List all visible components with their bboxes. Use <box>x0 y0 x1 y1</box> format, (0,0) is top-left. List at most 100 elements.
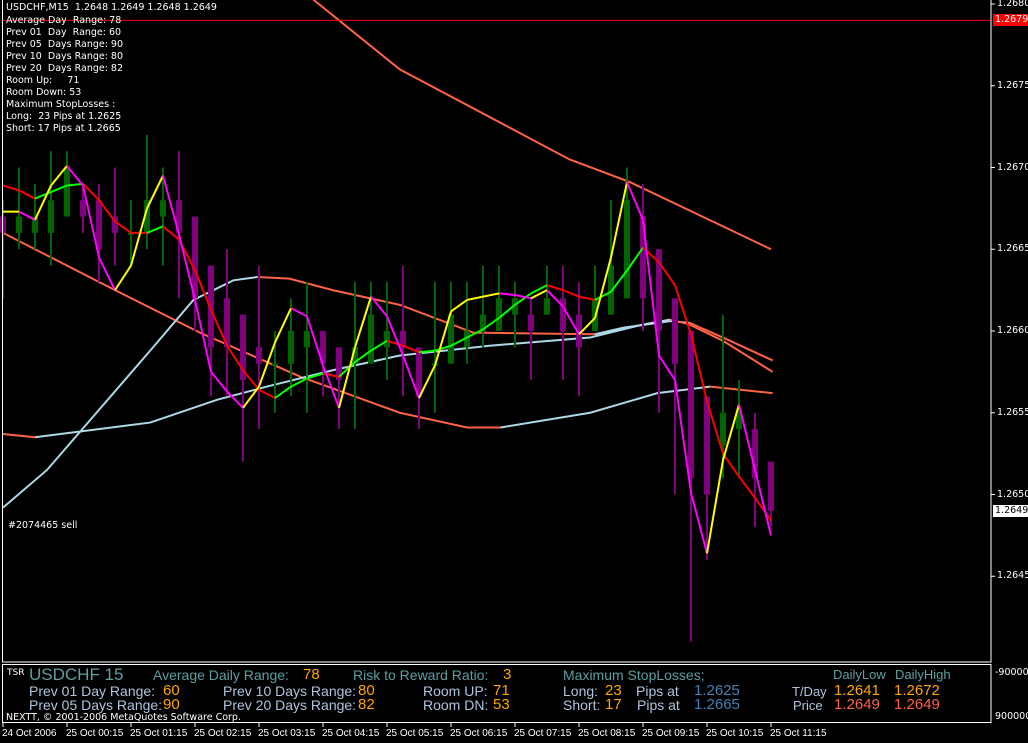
candle-body <box>416 347 422 397</box>
room-up-value: 71 <box>493 682 510 699</box>
time-tick-label: 25 Oct 11:15 <box>770 728 827 739</box>
daily-low-header: DailyLow <box>833 667 886 682</box>
zigzag-segment <box>402 355 420 399</box>
time-tick-label: 25 Oct 09:15 <box>642 728 700 739</box>
candle <box>288 298 294 397</box>
ma-segment <box>18 189 36 200</box>
candle <box>384 281 390 381</box>
copyright-text: NEXTT, © 2001-2006 MetaQuotes Software C… <box>6 712 241 723</box>
candle-body <box>64 167 70 217</box>
zigzag-segment <box>482 292 500 298</box>
band-line-0 <box>312 0 772 251</box>
info-line-room-down: Room Down: 53 <box>6 87 82 98</box>
candle-body <box>576 314 582 348</box>
ma-segment <box>578 295 596 301</box>
candle-body <box>528 314 534 331</box>
ma-segment <box>658 261 676 286</box>
candle-body <box>368 314 374 364</box>
info-line-long: Long: 23 Pips at 1.2625 <box>6 111 122 122</box>
zigzag-segment <box>290 307 308 318</box>
zigzag-segment <box>738 404 756 471</box>
candle <box>304 281 310 413</box>
candle <box>336 347 342 430</box>
price-axis-ticks <box>991 3 995 577</box>
candle-body <box>384 331 390 348</box>
candle-body <box>640 216 646 299</box>
zigzag-segment <box>274 307 292 343</box>
time-tick-label: 25 Oct 02:15 <box>194 728 252 739</box>
chart-header: USDCHF,M15 1.2648 1.2649 1.2648 1.2649 <box>6 2 217 13</box>
time-tick-label: 25 Oct 01:15 <box>130 728 188 739</box>
ma-segment <box>258 388 276 399</box>
prev01-label: Prev 01 Day Range: <box>29 683 156 699</box>
price-tick-label: 1.2660 <box>997 325 1028 336</box>
zigzag-segment <box>722 404 740 461</box>
ma-segment <box>610 269 628 293</box>
time-tick-label: 25 Oct 10:15 <box>706 728 764 739</box>
zigzag-line <box>3 165 772 554</box>
zigzag-segment <box>210 371 228 393</box>
order-label[interactable]: #2074465 sell <box>8 520 78 531</box>
zigzag-segment <box>754 469 772 536</box>
candle-body <box>208 265 214 348</box>
prev05-value: 90 <box>163 696 180 713</box>
candle <box>432 281 438 413</box>
price-tick-label: 1.2655 <box>997 406 1028 418</box>
ma-segment <box>482 317 500 331</box>
candle-body <box>144 200 150 233</box>
room-dn-label: Room DN: <box>423 697 489 713</box>
zigzag-segment <box>162 175 180 235</box>
time-tick-label: 25 Oct 06:15 <box>450 728 508 739</box>
candle-body <box>96 200 102 250</box>
daily-high-header: DailyHigh <box>895 667 951 682</box>
zigzag-segment <box>626 181 644 221</box>
zigzag-segment <box>98 256 116 291</box>
zigzag-segment <box>338 347 356 409</box>
ma-segment <box>98 199 116 223</box>
candle-body <box>752 429 758 479</box>
candle-body <box>304 331 310 348</box>
candle-body <box>496 298 502 331</box>
zigzag-segment <box>258 342 276 387</box>
candle-body <box>80 200 86 217</box>
candle-body <box>240 314 246 381</box>
current-price-tag: 1.2649 <box>993 504 1028 517</box>
candle <box>480 265 486 348</box>
candle-body <box>464 331 470 348</box>
tday-high: 1.2672 <box>894 682 940 699</box>
ma-segment <box>466 328 484 339</box>
zigzag-segment <box>450 299 468 313</box>
candle-body <box>544 298 550 315</box>
ma-segment <box>306 372 324 380</box>
band-line-1 <box>710 385 773 395</box>
ma-segment <box>210 309 228 347</box>
candle-body <box>736 412 742 430</box>
long-price: 1.2625 <box>694 682 740 699</box>
candle <box>16 167 22 250</box>
price-high: 1.2649 <box>894 696 940 713</box>
adr-value: 78 <box>303 666 320 683</box>
band-line-1 <box>500 385 711 429</box>
ma-segment <box>754 497 772 522</box>
zigzag-segment <box>562 305 580 335</box>
info-line-max-stoploss: Maximum StopLosses : <box>6 99 116 110</box>
candle <box>528 298 534 381</box>
zigzag-segment <box>50 165 68 187</box>
prev20-value: 82 <box>358 696 375 713</box>
candle <box>208 265 214 397</box>
candle <box>560 265 566 381</box>
candle <box>64 151 70 217</box>
zigzag-segment <box>130 208 148 266</box>
ma-segment <box>82 183 100 201</box>
band-line-3 <box>34 318 671 439</box>
panel-symbol: USDCHF 15 <box>29 665 124 684</box>
room-dn-value: 53 <box>493 696 510 713</box>
zigzag-segment <box>706 459 724 554</box>
candle <box>256 265 262 430</box>
candle <box>672 298 678 495</box>
zigzag-segment <box>82 185 100 258</box>
band-line-2 <box>257 276 596 336</box>
candle-body <box>336 347 342 381</box>
zigzag-segment <box>114 265 132 291</box>
